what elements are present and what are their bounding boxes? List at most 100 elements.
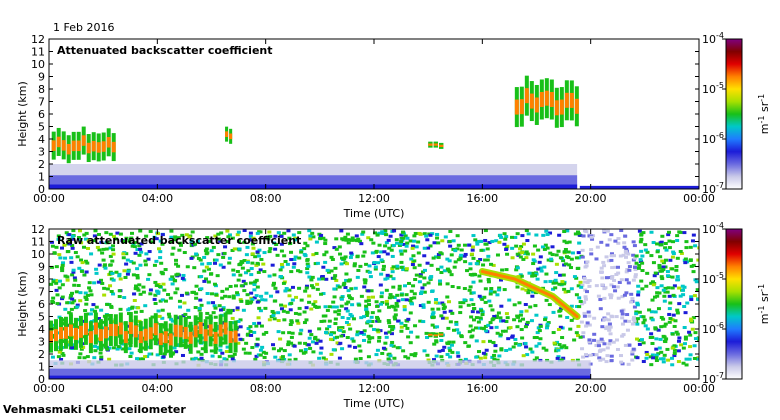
noise-cell [60, 295, 65, 299]
noise-cell [644, 284, 649, 288]
noise-cell [252, 283, 257, 287]
noise-cell [538, 255, 543, 259]
noise-cell [428, 244, 433, 248]
x-tick-label: 08:00 [250, 192, 282, 205]
noise-cell [372, 261, 377, 265]
noise-cell [545, 322, 550, 326]
noise-cell [471, 234, 476, 238]
noise-cell [578, 280, 583, 284]
noise-cell [173, 291, 178, 295]
noise-cell [129, 351, 134, 355]
noise-cell [450, 311, 455, 315]
feature-boundary-base [49, 375, 591, 379]
noise-cell [630, 352, 635, 356]
noise-cell [437, 279, 442, 283]
noise-cell [377, 335, 382, 339]
noise-cell [152, 235, 157, 239]
noise-cell [422, 246, 427, 250]
noise-cell [171, 246, 176, 250]
noise-cell [400, 298, 405, 302]
noise-cell [391, 325, 396, 329]
noise-cell [425, 353, 430, 357]
noise-cell [350, 303, 355, 307]
noise-cell [323, 260, 328, 264]
noise-cell [160, 316, 165, 320]
noise-cell [659, 284, 664, 288]
noise-cell [387, 296, 392, 300]
noise-cell [303, 341, 308, 345]
noise-cell [276, 231, 281, 235]
noise-cell [684, 363, 689, 367]
noise-cell [341, 238, 346, 242]
noise-cell [130, 305, 135, 309]
noise-cell [670, 255, 675, 259]
noise-cell [390, 254, 395, 258]
noise-cell [462, 298, 467, 302]
noise-cell [524, 345, 529, 349]
noise-cell [235, 293, 240, 297]
noise-cell [63, 274, 68, 278]
noise-cell [514, 244, 519, 248]
noise-cell [284, 287, 289, 291]
noise-cell [368, 275, 373, 279]
noise-cell [551, 281, 556, 285]
noise-cell [479, 309, 484, 313]
noise-cell [609, 283, 614, 287]
noise-cell [292, 257, 297, 261]
noise-cell [304, 284, 309, 288]
noise-cell [390, 340, 395, 344]
noise-cell [130, 244, 135, 248]
noise-cell [366, 295, 371, 299]
noise-cell [548, 251, 553, 255]
noise-cell [337, 309, 342, 313]
noise-cell [477, 274, 482, 278]
noise-cell [541, 346, 546, 350]
noise-cell [497, 354, 502, 358]
noise-cell [492, 290, 497, 294]
noise-cell [434, 298, 439, 302]
noise-cell [213, 234, 218, 238]
noise-cell [491, 317, 496, 321]
noise-cell [388, 354, 393, 358]
noise-cell [293, 236, 298, 240]
noise-cell [626, 261, 631, 265]
noise-cell [193, 306, 198, 310]
noise-cell [213, 261, 218, 265]
noise-cell [196, 339, 201, 343]
noise-cell [279, 347, 284, 351]
noise-cell [456, 243, 461, 247]
noise-cell [160, 298, 165, 302]
noise-cell [206, 301, 211, 305]
noise-cell [134, 284, 139, 288]
noise-cell [478, 356, 483, 360]
noise-cell [550, 253, 555, 257]
noise-cell [376, 330, 381, 334]
noise-cell [563, 290, 568, 294]
noise-cell [413, 324, 418, 328]
noise-cell [299, 328, 304, 332]
noise-cell [615, 285, 620, 289]
noise-cell [422, 349, 427, 353]
noise-cell [169, 235, 174, 239]
noise-cell [651, 241, 656, 245]
noise-cell [125, 272, 130, 276]
noise-cell [303, 241, 308, 245]
noise-cell [650, 280, 655, 284]
noise-cell [160, 323, 165, 327]
feature-cell-core [86, 142, 91, 154]
y-tick-label: 5 [38, 311, 45, 324]
noise-cell [663, 286, 668, 290]
noise-cell [141, 290, 146, 294]
noise-cell [636, 266, 641, 270]
noise-cell [397, 243, 402, 247]
noise-cell [186, 308, 191, 312]
noise-cell [670, 363, 675, 367]
noise-cell [133, 310, 138, 314]
noise-cell [389, 248, 394, 252]
noise-cell [470, 334, 475, 338]
noise-cell [254, 354, 259, 358]
noise-cell [256, 316, 261, 320]
noise-cell [446, 326, 451, 330]
noise-cell [328, 337, 333, 341]
noise-cell [248, 281, 253, 285]
